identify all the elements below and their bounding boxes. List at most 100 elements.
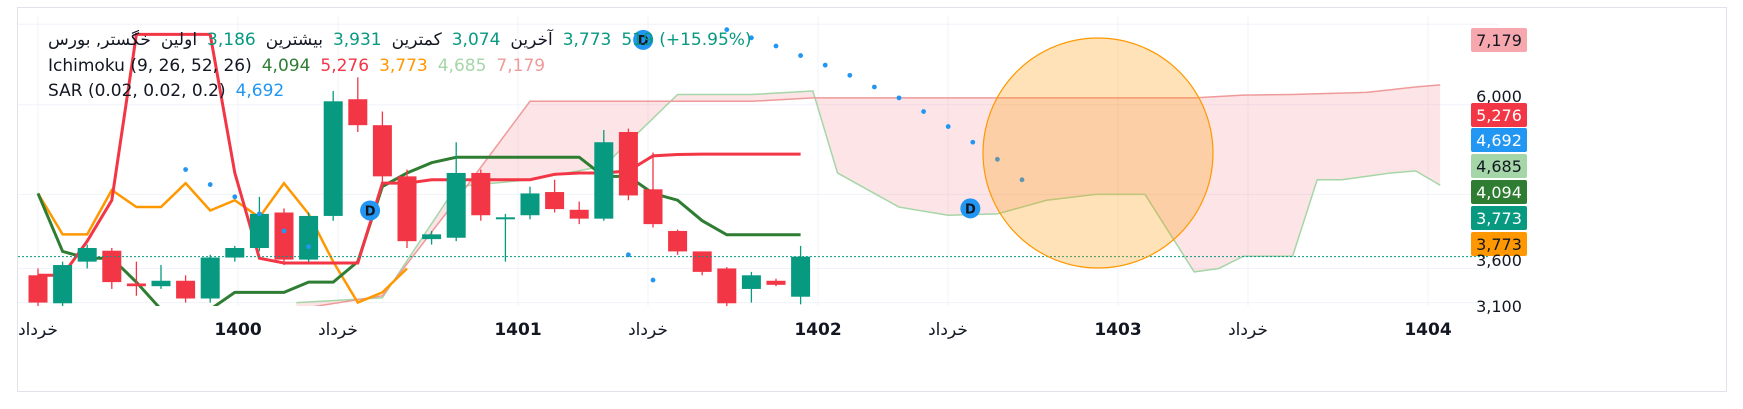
sar-dot-0 <box>183 167 189 172</box>
legend-high: 3,931 <box>332 30 382 50</box>
candle-3 <box>102 248 122 289</box>
candle-21 <box>545 179 565 213</box>
candle-body-30 <box>766 280 786 285</box>
candle-body-9 <box>249 213 269 248</box>
legend-low: 3,074 <box>451 30 501 50</box>
sar-dot-7 <box>650 277 656 283</box>
candlestick-chart[interactable]: DDD7,1796,0005,2764,6924,6854,0943,7733,… <box>18 8 1728 393</box>
sar-dot-20 <box>1019 177 1025 183</box>
candle-body-22 <box>569 209 589 219</box>
lagging-span-line <box>36 181 408 305</box>
x-axis-label-7: 1403 <box>1094 320 1141 340</box>
highlight-circle <box>982 37 1214 269</box>
legend-ohlc: خگستر, بورس اولین 3,186 بیشترین 3,931 کم… <box>48 30 752 50</box>
candle-body-26 <box>668 230 688 252</box>
price-badge-5: 4,094 <box>1476 183 1522 202</box>
candle-19 <box>495 213 515 262</box>
price-badge-bg-6 <box>1471 206 1527 230</box>
dividend-marker-1 <box>633 29 654 50</box>
candle-22 <box>569 201 589 225</box>
candle-body-15 <box>397 176 417 242</box>
candle-26 <box>668 229 688 255</box>
sar-dot-9 <box>749 35 754 41</box>
sar-dot-11 <box>798 53 803 58</box>
x-axis-label-5: 1402 <box>794 320 841 340</box>
sar-dot-15 <box>896 95 902 101</box>
price-badge-3: 4,692 <box>1476 131 1522 150</box>
candle-body-3 <box>102 250 122 283</box>
candle-8 <box>225 245 245 262</box>
candle-body-8 <box>225 248 245 258</box>
candle-body-11 <box>299 215 319 260</box>
leading-span-a <box>296 90 1441 304</box>
legend-sar[interactable]: SAR (0.02, 0.02, 0.2) 4,692 <box>48 81 284 101</box>
ichimoku-cloud <box>296 84 1441 306</box>
x-axis-label-1: 1400 <box>214 320 261 340</box>
candle-27 <box>692 251 712 276</box>
candle-13 <box>348 77 368 132</box>
legend-sar-value: 4,692 <box>235 81 285 101</box>
candle-31 <box>791 245 811 305</box>
price-badge-4: 4,685 <box>1476 157 1522 176</box>
legend-ichimoku-lead-a: 4,685 <box>437 56 487 76</box>
legend-sar-label: SAR (0.02, 0.02, 0.2) <box>48 81 226 101</box>
sar-dot-18 <box>970 139 976 145</box>
price-badge-bg-2 <box>1471 103 1527 127</box>
candle-body-19 <box>495 217 515 220</box>
candle-5 <box>151 265 171 289</box>
price-badge-7: 3,773 <box>1476 235 1522 254</box>
candle-body-21 <box>545 192 565 210</box>
legend-open-label: اولین <box>160 30 198 50</box>
chart-frame[interactable]: D D D 7,179 6,000 5,276 4,692 4,685 4,094 3,773 3,… <box>17 7 1727 392</box>
candle-body-28 <box>717 268 737 304</box>
candle-25 <box>643 152 663 228</box>
candle-14 <box>372 111 392 187</box>
candle-body-23 <box>594 142 614 219</box>
candle-20 <box>520 186 540 220</box>
candle-body-0 <box>28 275 48 303</box>
candle-body-7 <box>200 257 220 299</box>
candle-body-6 <box>176 280 196 299</box>
candle-body-31 <box>791 256 811 297</box>
candle-body-18 <box>471 172 491 216</box>
x-axis-label-3: 1401 <box>494 320 541 340</box>
candle-23 <box>594 129 614 221</box>
candle-body-5 <box>151 280 171 287</box>
candle-11 <box>299 212 319 262</box>
sar-dot-14 <box>872 84 877 90</box>
leading-span-b <box>313 84 1441 306</box>
candle-body-12 <box>323 101 343 216</box>
legend-change: 519 (+15.95%) <box>621 30 752 50</box>
price-badge-bg-0 <box>1471 28 1527 52</box>
candle-body-24 <box>618 132 638 196</box>
legend-symbol[interactable]: خگستر, بورس <box>48 30 151 50</box>
sar-dot-12 <box>822 62 828 68</box>
candle-body-14 <box>372 125 392 177</box>
legend-low-label: کمترین <box>391 30 442 50</box>
price-badge-bg-4 <box>1471 154 1527 178</box>
candle-1 <box>53 261 73 306</box>
sar-dot-8 <box>724 27 730 33</box>
candle-body-25 <box>643 189 663 225</box>
candle-7 <box>200 254 220 303</box>
candle-body-27 <box>692 251 712 272</box>
conversion-line <box>38 32 801 277</box>
sar-dot-13 <box>847 72 853 78</box>
legend-ichimoku-label: Ichimoku (9, 26, 52, 26) <box>48 56 252 76</box>
x-axis-label-4: خرداد <box>628 320 668 340</box>
price-badge-1: 6,000 <box>1476 87 1522 106</box>
sar-dot-2 <box>232 194 238 200</box>
candle-4 <box>126 261 146 296</box>
x-axis-label-2: خرداد <box>318 320 358 340</box>
candle-29 <box>741 271 761 303</box>
dividend-marker-label-1: D <box>638 34 649 49</box>
candle-6 <box>176 275 196 303</box>
sar-dot-19 <box>995 156 1000 162</box>
sar-dot-4 <box>281 228 287 234</box>
sar-dot-16 <box>921 109 926 114</box>
legend-ichimoku[interactable]: Ichimoku (9, 26, 52, 26) 4,094 5,276 3,7… <box>48 56 545 76</box>
sar-dot-1 <box>207 182 213 187</box>
dividend-marker-label-0: D <box>365 204 376 219</box>
sar-dot-3 <box>257 211 262 217</box>
dividend-marker-label-2: D <box>965 202 976 217</box>
